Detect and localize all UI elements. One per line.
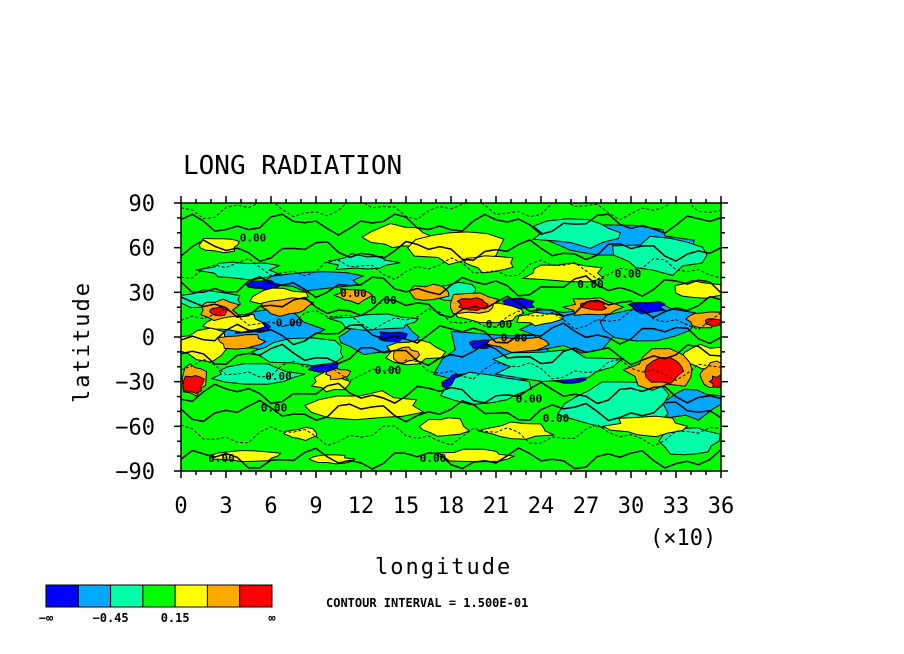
axis-ticks [174,196,728,478]
contour-region [433,448,516,463]
contour-region [658,427,721,456]
contour-region [477,421,555,440]
y-tick-label: −30 [115,371,155,396]
contour-label: 0.00 [276,317,303,330]
y-tick-label: −90 [115,460,155,485]
contour-region [515,311,564,327]
contour-label: 0.00 [265,370,292,383]
x-axis-label: longitude [375,555,512,580]
contour-label: 0.00 [501,331,528,344]
contour-region [209,305,229,317]
contour-region [599,301,697,342]
y-tick-label: 60 [129,237,156,262]
x-tick-label: 9 [309,494,322,519]
chart-title: LONG RADIATION [183,151,402,181]
x-tick-label: 15 [393,494,420,519]
y-tick-labels: 90 60 30 0 −30 −60 −90 [115,192,155,485]
contour-region [332,288,374,305]
contour-label: 0.00 [577,278,604,291]
x-tick-label: 30 [618,494,645,519]
contour-region [644,356,685,385]
contour-region [210,363,306,385]
contour-region [182,374,205,394]
y-tick-label: 0 [142,326,155,351]
contour-label: 0.00 [370,294,397,307]
y-axis-label: latitude [70,281,95,403]
colorbar-label: ∞ [268,611,276,625]
colorbar-label: −∞ [39,611,54,625]
contour-line [181,213,721,236]
contour-region [531,218,622,249]
x-tick-labels: 0 3 6 9 12 15 18 21 24 27 30 33 36 [174,494,734,519]
x-tick-label: 12 [348,494,375,519]
contour-interval-text: CONTOUR INTERVAL = 1.500E-01 [326,596,528,610]
contour-line [181,358,721,382]
x-tick-label: 18 [438,494,465,519]
contour-region [627,301,667,315]
y-tick-label: −60 [115,415,155,440]
contour-line [181,275,721,299]
contour-line-layer [181,203,721,470]
colorbar-swatch [174,584,208,608]
contour-label: 0.00 [208,452,235,465]
contour-region [463,255,514,274]
contour-label: 0.00 [240,232,267,245]
contour-line [181,308,721,331]
x-tick-label: 24 [528,494,555,519]
x-tick-label: 27 [573,494,600,519]
contour-line [181,423,721,447]
contour-label-layer: 0.000.000.000.000.00 0.000.000.000.000.00… [208,232,641,465]
contour-region [217,334,267,350]
contour-fill-layer [181,218,721,465]
contour-label: 0.00 [340,287,367,300]
colorbar-swatch [239,584,273,608]
colorbar-swatch [206,584,241,608]
contour-region [468,339,495,350]
x-tick-label: 3 [219,494,232,519]
contour-label: 0.00 [516,393,543,406]
contour-region [282,426,318,442]
colorbar-swatch [77,584,112,608]
contour-label: 0.00 [543,412,570,425]
contour-label: 0.00 [261,401,288,414]
contour-region [418,417,471,437]
colorbar-swatch [45,584,79,608]
contour-line [181,381,721,405]
contour-region [612,235,708,276]
colorbar-swatch [142,584,176,608]
y-tick-label: 30 [129,281,156,306]
contour-region [704,318,721,327]
contour-line [181,447,721,470]
colorbar-label: 0.15 [161,611,190,625]
contour-line [181,257,721,280]
contour-label: 0.00 [375,364,402,377]
colorbar-labels: −∞ −0.45 0.15 ∞ [39,611,277,625]
contour-label: 0.00 [420,452,447,465]
colorbar-label: −0.45 [93,611,129,625]
contour-line [181,343,721,367]
contour-region [249,337,344,367]
colorbar-swatch [110,584,144,608]
contour-line [181,239,721,263]
x-tick-label: 36 [708,494,735,519]
contour-line [181,322,721,346]
x-scale-note: (×10) [650,526,716,551]
x-tick-label: 33 [663,494,690,519]
x-tick-label: 21 [483,494,510,519]
y-tick-label: 90 [129,192,156,217]
contour-line [181,295,721,319]
x-tick-label: 0 [174,494,187,519]
colorbar [45,584,273,608]
x-tick-label: 6 [264,494,277,519]
contour-line [181,203,721,221]
contour-region [601,415,689,438]
contour-label: 0.00 [486,318,513,331]
contour-label: 0.00 [615,267,642,280]
contour-line [181,399,721,423]
